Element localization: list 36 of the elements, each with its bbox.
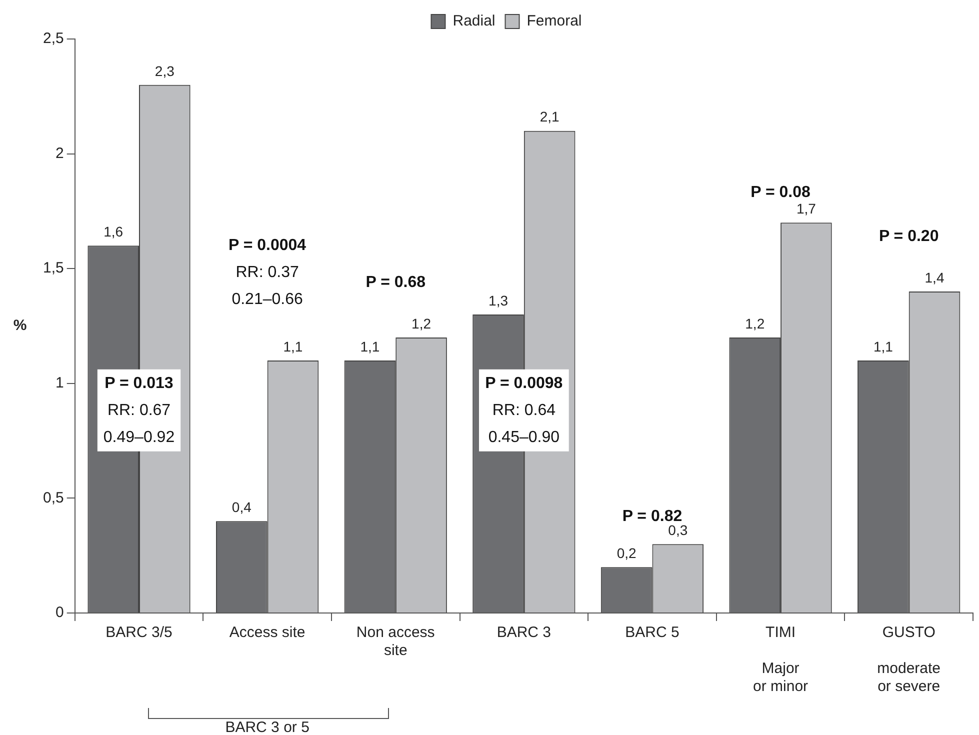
data-label: 1,7 [796, 200, 816, 217]
text: BARC 3 or 5 [225, 719, 310, 735]
y-tick-label: 0 [56, 604, 64, 622]
data-label: 0,2 [616, 544, 637, 561]
annotation: P = 0.013 RR: 0.67 0.49–0.92 [103, 374, 175, 446]
category-label: TIMI Major or minor [753, 624, 808, 696]
annotation: P = 0.0004 RR: 0.37 0.21–0.66 [228, 237, 306, 308]
x-tick-label: BARC 3/5 [106, 624, 172, 642]
data-label: 1,1 [283, 338, 303, 354]
y-tick-label: 2 [56, 144, 64, 162]
annotation: P = 0.0098 RR: 0.64 0.45–0.90 [485, 374, 563, 446]
y-tick-label: 2,5 [42, 30, 64, 48]
x-tick-label: Access site [229, 624, 306, 642]
data-label: 1,3 [488, 292, 508, 308]
y-axis-title: % [13, 317, 27, 334]
legend-label: Femoral [526, 12, 582, 30]
data-label: 1,4 [924, 269, 944, 286]
data-label: 1,1 [360, 338, 380, 354]
data-label: 2,3 [154, 62, 175, 79]
category-label: GUSTO moderate or severe [877, 624, 941, 696]
data-label: 1,6 [104, 224, 124, 240]
data-label: 1,2 [412, 315, 432, 332]
y-tick-label: 1,5 [42, 260, 64, 277]
annotation: P = 0.20 [878, 228, 939, 245]
x-tick-label: BARC 3 [496, 624, 552, 642]
y-tick-label: 0,5 [42, 489, 64, 506]
data-label: 0,4 [232, 499, 252, 516]
data-label: 1,1 [873, 338, 894, 354]
x-tick-label: Non access site [356, 624, 435, 660]
x-tick-label: BARC 5 [625, 624, 680, 642]
data-label: 1,2 [745, 315, 765, 332]
annotation: P = 0.68 [366, 274, 426, 291]
data-label: 2,1 [540, 108, 560, 125]
y-tick-label: 1 [56, 374, 64, 392]
annotation: P = 0.08 [750, 184, 811, 202]
legend-label: Radial [452, 12, 496, 30]
